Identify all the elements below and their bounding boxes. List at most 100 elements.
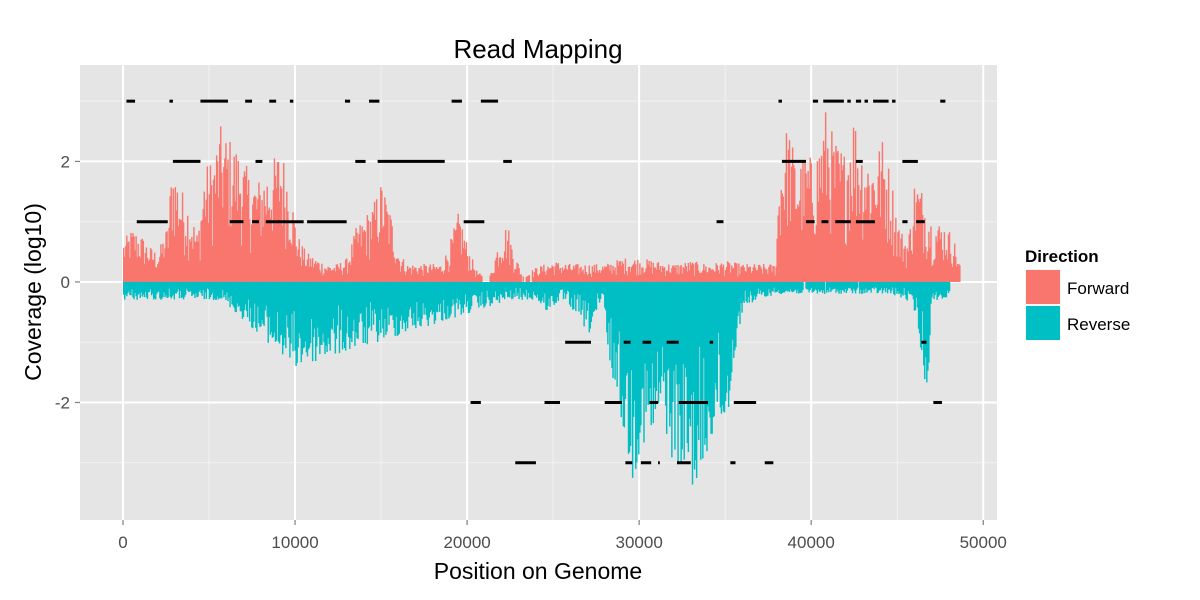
reverse-bar xyxy=(215,281,218,300)
forward-bar xyxy=(176,192,179,282)
reverse-bar xyxy=(259,281,261,328)
forward-bar xyxy=(500,263,503,282)
forward-bar xyxy=(258,182,260,282)
reverse-bar xyxy=(773,281,775,288)
reverse-bar xyxy=(531,281,534,300)
reverse-bar xyxy=(927,281,929,371)
reverse-bar xyxy=(473,281,476,295)
reverse-bar xyxy=(790,281,793,292)
forward-bar xyxy=(867,173,869,282)
forward-bar xyxy=(955,256,957,282)
forward-bar xyxy=(180,219,183,282)
forward-bar xyxy=(316,264,318,282)
reverse-bar xyxy=(948,281,951,291)
reverse-bar xyxy=(760,281,763,295)
reverse-bar xyxy=(613,281,615,343)
forward-bar xyxy=(310,266,313,282)
forward-bar xyxy=(213,175,216,282)
forward-bar xyxy=(452,243,454,282)
forward-bar xyxy=(606,266,608,282)
forward-bar xyxy=(870,213,872,282)
reverse-bar xyxy=(582,281,584,301)
forward-bar xyxy=(541,267,543,282)
reverse-bar xyxy=(674,281,676,450)
reverse-bar xyxy=(738,281,740,312)
reverse-bar xyxy=(353,281,355,320)
forward-bar xyxy=(665,270,668,282)
forward-bar xyxy=(480,275,482,282)
forward-bar xyxy=(469,270,472,282)
reverse-bar xyxy=(653,281,656,388)
forward-bar xyxy=(406,266,409,282)
reverse-bar xyxy=(324,281,326,354)
reverse-bar xyxy=(162,281,164,298)
forward-bar xyxy=(287,211,289,282)
forward-bar xyxy=(690,264,693,282)
forward-bar xyxy=(350,265,352,282)
reverse-bar xyxy=(127,281,129,294)
reverse-bar xyxy=(566,281,569,291)
reverse-bar xyxy=(320,281,322,345)
forward-bar xyxy=(844,243,846,282)
reverse-bar xyxy=(443,281,445,300)
reverse-bar xyxy=(171,281,173,297)
forward-bar xyxy=(453,228,455,282)
forward-bar xyxy=(193,227,195,282)
reverse-bar xyxy=(461,281,464,309)
reverse-bar xyxy=(831,281,833,291)
reverse-bar xyxy=(142,281,145,295)
reverse-bar xyxy=(810,281,812,289)
reverse-bar xyxy=(820,281,823,290)
forward-bar xyxy=(861,165,863,282)
reverse-bar xyxy=(307,281,310,350)
forward-bar xyxy=(948,232,951,282)
forward-bar xyxy=(567,265,570,282)
forward-bar xyxy=(942,260,945,282)
legend-label: Forward xyxy=(1067,279,1129,298)
reverse-bar xyxy=(896,281,898,294)
reverse-bar xyxy=(685,281,688,377)
reverse-bar xyxy=(643,281,645,443)
forward-bar xyxy=(228,225,230,282)
forward-bar xyxy=(332,269,334,282)
forward-bar xyxy=(342,267,345,282)
forward-bar xyxy=(550,267,552,282)
forward-bar xyxy=(490,272,492,282)
forward-bar xyxy=(123,247,125,282)
reverse-bar xyxy=(816,281,819,294)
forward-bar xyxy=(760,268,763,282)
forward-bar xyxy=(643,273,645,282)
forward-bar xyxy=(432,264,435,282)
forward-bar xyxy=(140,239,142,282)
reverse-bar xyxy=(855,281,858,290)
forward-bar xyxy=(568,263,571,282)
reverse-bar xyxy=(152,281,155,300)
reverse-bar xyxy=(851,281,854,294)
reverse-bar xyxy=(587,281,589,304)
forward-bar xyxy=(905,268,907,282)
forward-bar xyxy=(558,269,561,282)
reverse-bar xyxy=(252,281,254,329)
forward-bar xyxy=(261,200,263,282)
forward-bar xyxy=(336,264,339,282)
reverse-bar xyxy=(808,281,810,293)
forward-bar xyxy=(279,186,282,282)
forward-bar xyxy=(206,166,209,282)
forward-bar xyxy=(262,226,264,282)
reverse-bar xyxy=(369,281,372,303)
forward-bar xyxy=(671,268,673,282)
reverse-bar xyxy=(310,281,313,320)
reverse-bar xyxy=(745,281,747,302)
reverse-bar xyxy=(130,281,132,296)
forward-bar xyxy=(714,271,716,282)
reverse-bar xyxy=(457,281,459,310)
forward-bar xyxy=(837,151,839,282)
x-axis-title: Position on Genome xyxy=(434,558,642,584)
reverse-bar xyxy=(281,281,284,355)
reverse-bar xyxy=(247,281,250,300)
reverse-bar xyxy=(868,281,870,291)
forward-bar xyxy=(914,230,917,282)
forward-bar xyxy=(163,257,165,282)
forward-bar xyxy=(595,264,598,282)
reverse-bar xyxy=(600,281,603,294)
